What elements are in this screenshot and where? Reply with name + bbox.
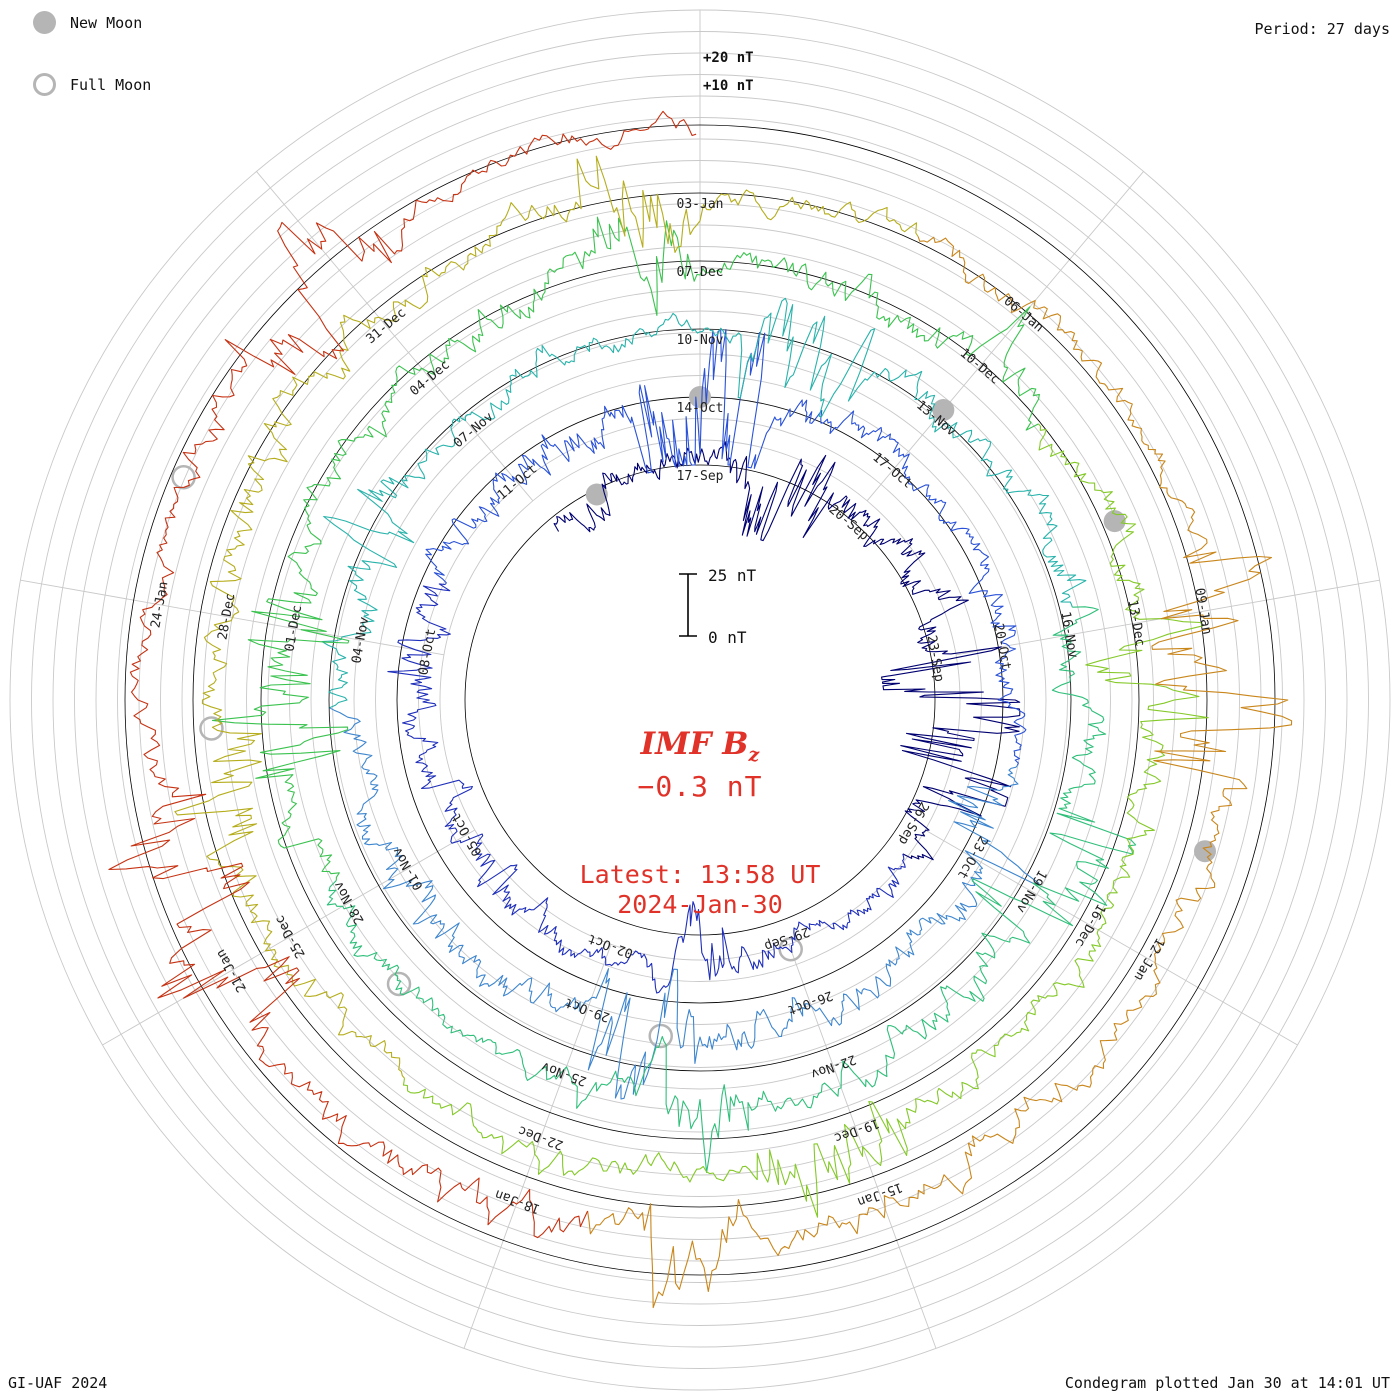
date-label: 29-Sep (762, 923, 811, 953)
trace-segment-2 (425, 328, 1027, 766)
baseline-circle (124, 124, 1276, 1276)
imf-title-main: IMF B (640, 726, 749, 762)
grid-spoke (924, 829, 1298, 1046)
trace-segment-7 (402, 423, 1209, 1218)
latest-block: Latest: 13:58 UT 2024-Jan-30 (580, 860, 821, 919)
plotted-timestamp: Condegram plotted Jan 30 at 14:01 UT (1064, 1374, 1390, 1392)
grid-spoke (102, 829, 476, 1046)
grid-spoke (463, 944, 612, 1349)
full-moon-marker (778, 936, 803, 962)
bz-spiral-trace (108, 110, 1293, 1309)
trace-segment-6 (211, 216, 1040, 881)
scale-bottom-label: 0 nT (708, 628, 747, 647)
full-moon-marker (171, 464, 196, 490)
trace-segment-9 (587, 236, 1293, 1309)
baseline-circle (260, 260, 1140, 1140)
date-label: 20-Sep (826, 502, 872, 544)
date-label: 23-Sep (924, 634, 947, 683)
trace-segment-10 (108, 110, 697, 1239)
date-label: 07-Nov (451, 409, 497, 451)
date-label: 04-Nov (349, 616, 372, 665)
date-label: 28-Nov (331, 878, 368, 926)
date-label: 22-Nov (809, 1051, 858, 1081)
new-moon-marker (1103, 510, 1126, 533)
imf-bz-current-value: −0.3 nT (637, 770, 763, 804)
center-annotation: IMF Bz −0.3 nT (637, 726, 762, 803)
baseline-circle (192, 192, 1208, 1208)
trace-segment-0 (553, 441, 1021, 861)
trace-segment-8 (174, 155, 919, 1079)
imf-title-sub: z (748, 744, 760, 767)
date-label: 25-Nov (539, 1058, 588, 1088)
full-moon-marker (386, 971, 412, 997)
grid-spoke (256, 171, 534, 502)
date-label: 17-Sep (677, 469, 724, 484)
trace-segment-3 (329, 707, 1040, 1100)
date-label: 07-Dec (677, 265, 724, 280)
grid-spoke (955, 579, 1380, 656)
date-label: 26-Oct (785, 987, 834, 1017)
grid-spoke (866, 171, 1144, 502)
date-label: 02-Oct (586, 930, 635, 960)
trace-segment-5 (326, 606, 1137, 1173)
date-label: 10-Dec (957, 346, 1003, 388)
date-label: 09-Jan (1191, 587, 1214, 636)
new-moon-legend-icon (33, 11, 56, 34)
date-label: 14-Oct (677, 401, 724, 416)
full-moon-legend-label: Full Moon (70, 76, 152, 94)
date-label: 24-Jan (148, 580, 171, 629)
period-label: Period: 27 days (1254, 20, 1390, 38)
date-label: 19-Dec (832, 1115, 881, 1145)
new-moon-marker (1194, 840, 1217, 863)
full-moon-legend-icon (33, 73, 56, 96)
latest-date: 2024-Jan-30 (617, 889, 783, 919)
scale-top-label: 25 nT (708, 566, 757, 585)
baseline-circle (328, 328, 1072, 1072)
trace-segment-4 (321, 297, 1087, 709)
credit-label: GI-UAF 2024 (8, 1374, 108, 1392)
new-moon-legend-label: New Moon (70, 14, 143, 32)
date-label: 01-Dec (282, 604, 305, 653)
date-label: 15-Jan (855, 1179, 904, 1209)
imf-bz-title: IMF Bz (637, 726, 762, 766)
date-label: 31-Dec (364, 305, 410, 347)
date-label: 08-Oct (416, 628, 439, 677)
plus20-ring-label: +20 nT (703, 50, 754, 66)
date-label: 04-Dec (407, 357, 453, 399)
date-label: 10-Nov (677, 333, 724, 348)
new-moon-marker (932, 399, 955, 422)
full-moon-marker (648, 1023, 673, 1049)
center-scale-bar: 25 nT 0 nT (679, 566, 757, 647)
date-label: 03-Jan (677, 197, 724, 212)
latest-time: Latest: 13:58 UT (579, 860, 821, 889)
grid-circle (353, 353, 1047, 1047)
trace-segment-1 (387, 583, 906, 994)
full-moon-marker (199, 716, 224, 741)
new-moon-marker (585, 483, 608, 506)
date-labels: 17-Sep20-Sep23-Sep26-Sep29-Sep02-Oct05-O… (148, 197, 1214, 1216)
date-label: 28-Dec (215, 592, 238, 641)
date-label: 11-Oct (495, 462, 541, 504)
plus10-ring-label: +10 nT (703, 78, 754, 94)
